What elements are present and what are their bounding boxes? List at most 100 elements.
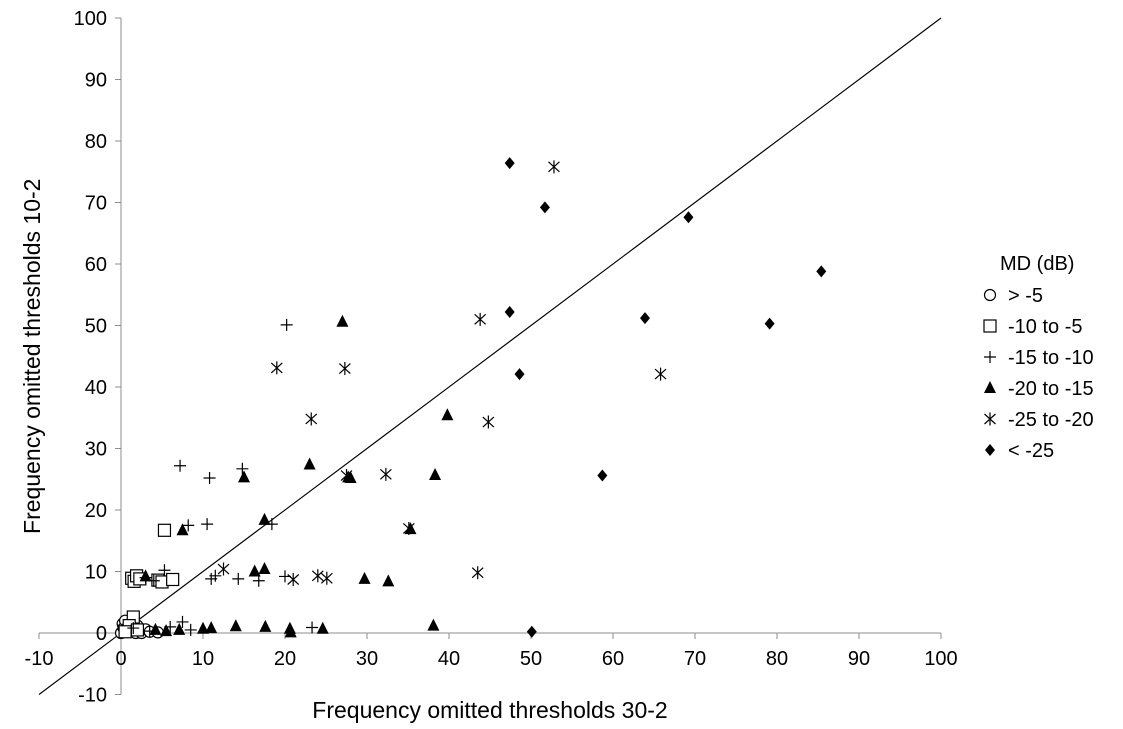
legend-marker <box>984 351 996 363</box>
triangle-marker-icon <box>259 619 272 632</box>
asterisk-marker-icon <box>305 412 318 426</box>
asterisk-marker-icon <box>474 312 487 326</box>
y-tick-label: 10 <box>85 562 107 584</box>
plus-marker-icon <box>306 621 319 634</box>
y-tick-label: 70 <box>85 193 107 215</box>
data-point <box>158 564 171 577</box>
data-point <box>203 472 216 485</box>
data-point <box>340 469 353 483</box>
data-point <box>209 569 222 582</box>
data-point <box>764 317 775 330</box>
data-point <box>306 621 319 634</box>
diamond-marker-icon <box>816 265 827 278</box>
x-tick-label: 20 <box>274 648 296 670</box>
data-point <box>174 459 187 472</box>
asterisk-marker-icon <box>402 521 415 535</box>
asterisk-marker-icon <box>217 562 230 576</box>
y-tick-label: 50 <box>85 316 107 338</box>
triangle-marker-icon <box>429 467 442 480</box>
square-marker-icon <box>983 319 997 333</box>
plus-marker-icon <box>127 622 140 635</box>
data-point <box>441 408 454 421</box>
asterisk-marker-icon <box>379 467 392 481</box>
x-tick-label: 0 <box>115 648 126 670</box>
triangle-marker-icon <box>248 564 261 577</box>
y-tick-label: 60 <box>85 254 107 276</box>
asterisk-marker-icon <box>340 469 353 483</box>
y-tick-label: 0 <box>96 623 107 645</box>
y-tick-label: 100 <box>74 8 107 30</box>
legend-item: -10 to -5 <box>983 316 1082 338</box>
x-tick-label: -10 <box>25 648 54 670</box>
data-point <box>504 305 515 318</box>
x-tick-label: 80 <box>766 648 788 670</box>
legend-marker <box>985 444 995 456</box>
triangle-marker-icon <box>258 562 271 575</box>
diamond-marker-icon <box>504 157 515 170</box>
plus-marker-icon <box>232 572 245 585</box>
asterisk-marker-icon <box>471 566 484 580</box>
triangle-marker-icon <box>382 574 395 587</box>
diamond-marker-icon <box>526 625 537 638</box>
triangle-marker-icon <box>336 314 349 327</box>
plus-marker-icon <box>280 318 293 331</box>
data-point <box>429 467 442 480</box>
plus-marker-icon <box>252 574 265 587</box>
data-point <box>259 619 272 632</box>
triangle-marker-icon <box>284 625 297 638</box>
legend-item: -15 to -10 <box>984 347 1094 369</box>
plus-marker-icon <box>182 519 195 532</box>
triangle-marker-icon <box>205 621 218 634</box>
data-point <box>539 201 550 214</box>
data-point <box>320 571 333 585</box>
asterisk-marker-icon <box>320 571 333 585</box>
legend-marker <box>984 381 996 393</box>
plus-marker-icon <box>203 472 216 485</box>
data-point <box>248 564 261 577</box>
axes <box>38 17 942 695</box>
plus-marker-icon <box>201 518 214 531</box>
data-point <box>182 519 195 532</box>
data-point <box>184 623 197 636</box>
legend-label: -20 to -15 <box>1008 378 1094 400</box>
plus-marker-icon <box>184 623 197 636</box>
data-point <box>305 412 318 426</box>
legend-marker <box>983 288 997 302</box>
data-point <box>205 621 218 634</box>
data-point <box>173 622 186 635</box>
data-point <box>683 211 694 224</box>
asterisk-marker-icon <box>654 367 667 381</box>
data-point <box>197 621 209 634</box>
data-point <box>338 362 351 376</box>
data-point <box>358 571 371 584</box>
data-point <box>474 312 487 326</box>
data-point <box>139 569 152 582</box>
y-tick-label: 90 <box>85 70 107 92</box>
triangle-marker-icon <box>984 381 996 393</box>
legend: MD (dB) > -5 -10 to -5 -15 to -10 -20 to -1… <box>983 253 1094 462</box>
triangle-marker-icon <box>173 622 186 635</box>
y-tick-label: 40 <box>85 377 107 399</box>
triangle-marker-icon <box>404 522 417 535</box>
data-point <box>816 265 827 278</box>
data-point <box>236 462 249 475</box>
data-point <box>427 618 440 631</box>
data-point <box>258 562 271 575</box>
asterisk-marker-icon <box>270 361 283 375</box>
triangle-marker-icon <box>258 512 271 525</box>
data-point <box>280 318 293 331</box>
data-point <box>379 467 392 481</box>
plus-marker-icon <box>176 615 189 628</box>
triangle-marker-icon <box>441 408 454 421</box>
series-5 <box>504 157 827 638</box>
data-point <box>176 523 189 536</box>
tick-labels: -10 0 10 20 30 40 50 60 70 80 90 100 -10 0 10 20 30 40 50 6… <box>25 8 958 707</box>
legend-label: -15 to -10 <box>1008 347 1094 369</box>
diamond-marker-icon <box>539 201 550 214</box>
data-point <box>639 312 650 325</box>
data-point <box>217 562 230 576</box>
y-tick-label: 80 <box>85 131 107 153</box>
reference-line <box>38 17 942 695</box>
square-marker-icon <box>157 523 172 537</box>
square-marker-icon <box>166 572 180 587</box>
